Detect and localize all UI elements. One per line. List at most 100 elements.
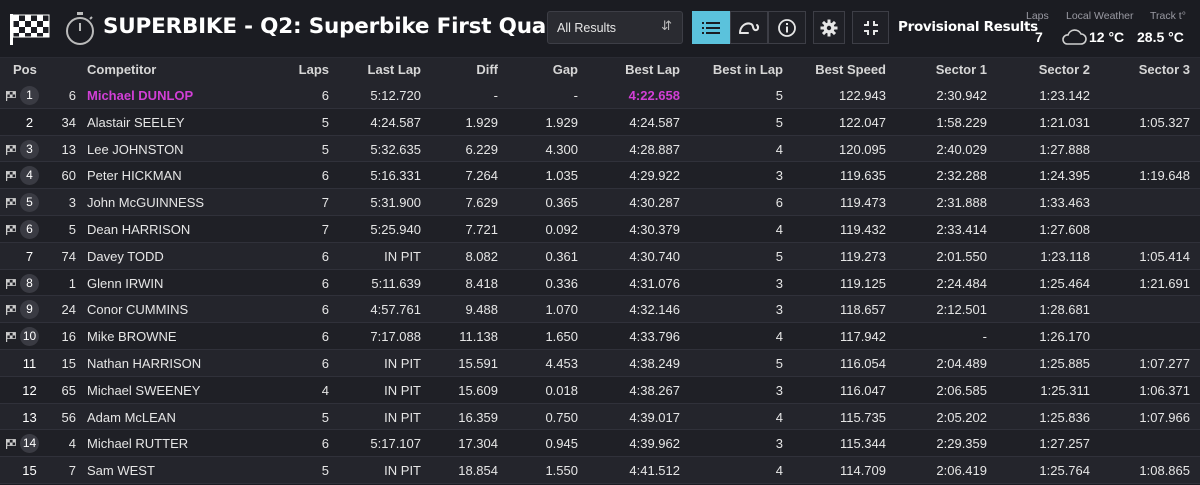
col-competitor[interactable]: Competitor bbox=[87, 62, 157, 77]
competitor-name[interactable]: Michael DUNLOP bbox=[87, 88, 194, 103]
sector-1: 2:29.359 bbox=[936, 436, 987, 452]
collapse-button[interactable] bbox=[852, 11, 889, 44]
laps: 5 bbox=[321, 114, 329, 130]
checkered-flag-icon bbox=[6, 278, 16, 289]
diff: 1.929 bbox=[465, 114, 498, 130]
info-button[interactable] bbox=[768, 11, 806, 44]
laps: 6 bbox=[321, 302, 329, 318]
diff: 8.418 bbox=[465, 275, 498, 291]
bike-number: 3 bbox=[68, 195, 76, 211]
col-laps[interactable]: Laps bbox=[298, 62, 329, 77]
position: 6 bbox=[20, 219, 39, 239]
col-gap[interactable]: Gap bbox=[552, 62, 578, 77]
table-row[interactable]: 2 34 Alastair SEELEY 5 4:24.587 1.929 1.929 4:2… bbox=[0, 108, 1200, 136]
results-table-header: Pos Competitor Laps Last Lap Diff Gap Be… bbox=[0, 58, 1200, 83]
track-map-button[interactable] bbox=[730, 11, 768, 44]
bike-number: 65 bbox=[61, 382, 76, 398]
gap: 1.035 bbox=[545, 168, 578, 184]
best-in-lap: 3 bbox=[775, 275, 783, 291]
position: 13 bbox=[22, 409, 37, 425]
competitor-name[interactable]: Michael SWEENEY bbox=[87, 382, 201, 398]
bike-number: 4 bbox=[68, 436, 76, 452]
last-lap: IN PIT bbox=[384, 355, 421, 371]
table-row[interactable]: 10 16 Mike BROWNE 6 7:17.088 11.138 1.650 4:33.… bbox=[0, 323, 1200, 350]
weather-value: 12 °C bbox=[1089, 29, 1125, 45]
bike-number: 56 bbox=[61, 409, 76, 425]
sector-1: 2:33.414 bbox=[936, 221, 987, 237]
table-row[interactable]: 13 56 Adam McLEAN 5 IN PIT 16.359 0.750 4:39.01… bbox=[0, 403, 1200, 431]
col-best-speed[interactable]: Best Speed bbox=[815, 62, 886, 77]
table-row[interactable]: 5 3 John McGUINNESS 7 5:31.900 7.629 0.365 4:30… bbox=[0, 189, 1200, 216]
competitor-name[interactable]: Alastair SEELEY bbox=[87, 114, 185, 130]
results-filter-value: All Results bbox=[557, 21, 617, 35]
laps: 6 bbox=[321, 329, 329, 345]
last-lap: IN PIT bbox=[384, 409, 421, 425]
col-sector-1[interactable]: Sector 1 bbox=[935, 62, 987, 77]
col-best-lap[interactable]: Best Lap bbox=[625, 62, 680, 77]
sector-3: 1:06.371 bbox=[1139, 382, 1190, 398]
best-in-lap: 5 bbox=[775, 248, 783, 264]
col-sector-2[interactable]: Sector 2 bbox=[1038, 62, 1090, 77]
table-row[interactable]: 8 1 Glenn IRWIN 6 5:11.639 8.418 0.336 4:31.076… bbox=[0, 269, 1200, 297]
competitor-name[interactable]: Nathan HARRISON bbox=[87, 355, 202, 371]
best-lap: 4:41.512 bbox=[629, 463, 680, 479]
best-in-lap: 4 bbox=[775, 329, 783, 345]
best-in-lap: 5 bbox=[775, 88, 783, 103]
gap: 0.750 bbox=[545, 409, 578, 425]
gap: 0.336 bbox=[545, 275, 578, 291]
competitor-name[interactable]: Conor CUMMINS bbox=[87, 302, 189, 318]
table-row[interactable]: 1 6 Michael DUNLOP 6 5:12.720 - - 4:22.658 5 122.… bbox=[0, 82, 1200, 109]
last-lap: 5:32.635 bbox=[370, 141, 421, 157]
list-view-button[interactable] bbox=[692, 11, 730, 44]
table-row[interactable]: 6 5 Dean HARRISON 7 5:25.940 7.721 0.092 4:30.3… bbox=[0, 215, 1200, 243]
col-diff[interactable]: Diff bbox=[476, 62, 498, 77]
diff: 7.629 bbox=[465, 195, 498, 211]
checkered-flag-icon bbox=[6, 171, 16, 182]
table-row[interactable]: 7 74 Davey TODD 6 IN PIT 8.082 0.361 4:30.740 5 1… bbox=[0, 242, 1200, 270]
table-row[interactable]: 15 7 Sam WEST 5 IN PIT 18.854 1.550 4:41.512 4 11… bbox=[0, 457, 1200, 484]
competitor-name[interactable]: Mike BROWNE bbox=[87, 329, 177, 345]
best-in-lap: 4 bbox=[775, 409, 783, 425]
diff: 6.229 bbox=[465, 141, 498, 157]
results-filter-select[interactable]: All Results ⇵ bbox=[547, 11, 683, 44]
last-lap: IN PIT bbox=[384, 463, 421, 479]
sector-2: 1:33.463 bbox=[1039, 195, 1090, 211]
table-row[interactable]: 9 24 Conor CUMMINS 6 4:57.761 9.488 1.070 4:32.… bbox=[0, 296, 1200, 324]
table-row[interactable]: 11 15 Nathan HARRISON 6 IN PIT 15.591 4.453 4:3… bbox=[0, 349, 1200, 377]
competitor-name[interactable]: Dean HARRISON bbox=[87, 221, 191, 237]
table-row[interactable]: 4 60 Peter HICKMAN 6 5:16.331 7.264 1.035 4:29.… bbox=[0, 162, 1200, 190]
laps: 6 bbox=[321, 168, 329, 184]
competitor-name[interactable]: Peter HICKMAN bbox=[87, 168, 182, 184]
competitor-name[interactable]: Michael RUTTER bbox=[87, 436, 189, 452]
best-lap: 4:30.287 bbox=[629, 195, 680, 211]
col-best-in-lap[interactable]: Best in Lap bbox=[712, 62, 783, 77]
best-in-lap: 5 bbox=[775, 355, 783, 371]
table-row[interactable]: 14 4 Michael RUTTER 6 5:17.107 17.304 0.945 4:3… bbox=[0, 430, 1200, 458]
sector-1: 2:01.550 bbox=[936, 248, 987, 264]
list-icon bbox=[702, 21, 720, 34]
competitor-name[interactable]: Lee JOHNSTON bbox=[87, 141, 184, 157]
best-lap: 4:22.658 bbox=[628, 88, 680, 103]
competitor-name[interactable]: Sam WEST bbox=[87, 463, 155, 479]
diff: 17.304 bbox=[458, 436, 498, 452]
competitor-name[interactable]: Davey TODD bbox=[87, 248, 164, 264]
col-pos[interactable]: Pos bbox=[13, 62, 37, 77]
table-row[interactable]: 12 65 Michael SWEENEY 4 IN PIT 15.609 0.018 4:3… bbox=[0, 376, 1200, 404]
position: 10 bbox=[20, 327, 39, 347]
settings-button[interactable] bbox=[813, 11, 845, 44]
sector-1: 2:32.288 bbox=[936, 168, 987, 184]
gap: 0.361 bbox=[545, 248, 578, 264]
competitor-name[interactable]: Adam McLEAN bbox=[87, 409, 176, 425]
last-lap: 5:11.639 bbox=[371, 275, 421, 291]
table-row[interactable]: 3 13 Lee JOHNSTON 5 5:32.635 6.229 4.300 4:28.8… bbox=[0, 135, 1200, 163]
sector-1: 2:40.029 bbox=[936, 141, 987, 157]
competitor-name[interactable]: Glenn IRWIN bbox=[87, 275, 164, 291]
gap: 1.070 bbox=[545, 302, 578, 318]
sector-2: 1:24.395 bbox=[1039, 168, 1090, 184]
col-sector-3[interactable]: Sector 3 bbox=[1138, 62, 1190, 77]
last-lap: 5:31.900 bbox=[370, 195, 421, 211]
last-lap: 4:57.761 bbox=[370, 302, 421, 318]
laps: 6 bbox=[321, 355, 329, 371]
competitor-name[interactable]: John McGUINNESS bbox=[87, 195, 205, 211]
col-last-lap[interactable]: Last Lap bbox=[367, 62, 421, 77]
